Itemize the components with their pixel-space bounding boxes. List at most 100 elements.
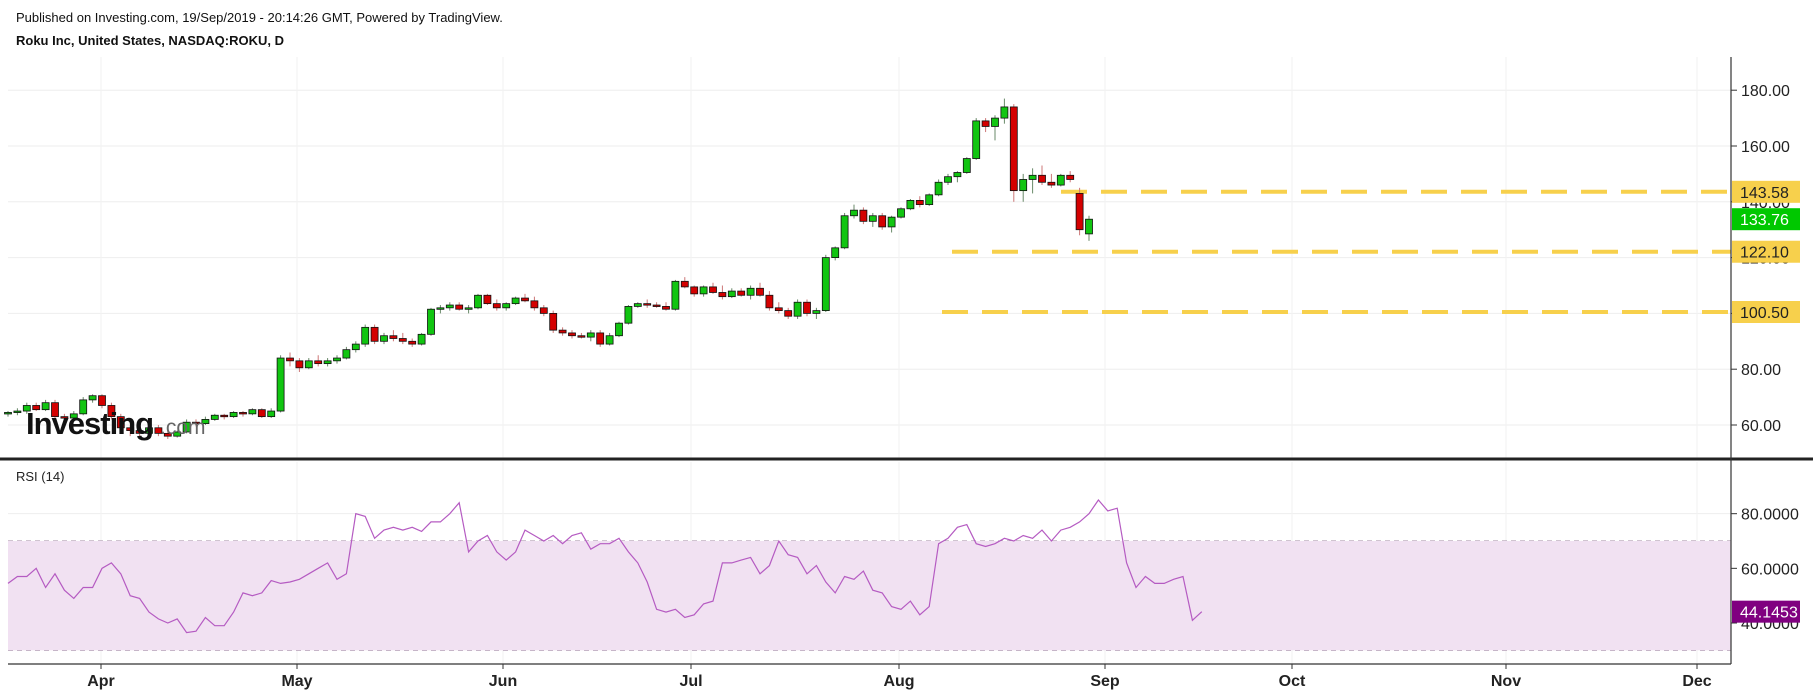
candle-body xyxy=(605,335,614,345)
candle xyxy=(417,332,426,346)
time-tick-label: Jun xyxy=(489,673,517,690)
candle xyxy=(398,332,407,345)
candle xyxy=(342,346,351,360)
candle-body xyxy=(1000,106,1009,119)
level-badge: 122.10 xyxy=(1732,240,1800,263)
time-tick-label: May xyxy=(281,673,312,690)
candle xyxy=(568,330,576,339)
candle xyxy=(652,302,661,308)
level-badge-box xyxy=(1732,301,1800,324)
candle xyxy=(1047,173,1056,188)
rsi-tick-label: 80.0000 xyxy=(1741,507,1799,524)
last-price-badge: 133.76 xyxy=(1732,208,1800,231)
time-tick-label: Oct xyxy=(1279,673,1306,690)
candle xyxy=(116,413,125,431)
candle xyxy=(220,413,229,420)
support-resistance-levels xyxy=(942,189,1731,315)
candle-body xyxy=(774,307,783,312)
time-tick-label: Apr xyxy=(87,673,115,690)
candle xyxy=(1028,168,1037,194)
candle xyxy=(79,397,88,416)
candle-body xyxy=(408,340,417,345)
candle-body xyxy=(671,280,680,310)
candle xyxy=(671,279,680,311)
candle xyxy=(267,408,276,419)
candle xyxy=(1066,171,1075,183)
candle-body xyxy=(210,414,219,420)
candle-body xyxy=(342,349,351,359)
candle-body xyxy=(511,297,520,305)
candle xyxy=(60,413,69,423)
candle xyxy=(746,285,755,300)
candle xyxy=(88,394,97,403)
candle-body xyxy=(558,329,567,334)
candle xyxy=(897,207,905,219)
candle-body xyxy=(257,409,266,418)
candle xyxy=(182,419,191,434)
candle-body xyxy=(361,326,370,345)
candle-body xyxy=(549,312,558,331)
candle xyxy=(304,358,313,370)
level-badge: 100.50 xyxy=(1732,301,1800,324)
candle-body xyxy=(126,427,135,431)
candle xyxy=(380,332,388,345)
candle-body xyxy=(276,357,285,412)
rsi-band xyxy=(8,541,1731,651)
investing-logo: Investing .com xyxy=(26,406,206,441)
candle-body xyxy=(1085,218,1093,235)
candle xyxy=(286,352,294,367)
candle xyxy=(756,282,764,297)
candle-body xyxy=(427,308,435,335)
candle xyxy=(558,327,567,336)
candle xyxy=(962,157,971,174)
candle xyxy=(427,307,435,336)
candle-body xyxy=(934,181,943,196)
candle xyxy=(887,215,896,233)
candle xyxy=(662,302,670,311)
time-axis: Apr May Jun Jul Aug Sep Oct Nov Dec xyxy=(87,664,1712,690)
candle xyxy=(765,291,774,311)
candle xyxy=(925,193,934,206)
candle-body xyxy=(746,287,755,296)
candle-body xyxy=(972,120,981,159)
candle xyxy=(643,299,652,308)
candle xyxy=(107,402,116,420)
candle-body xyxy=(699,286,708,295)
candle xyxy=(727,288,736,299)
candle-body xyxy=(145,427,153,434)
candle xyxy=(389,330,398,342)
candle xyxy=(577,332,586,339)
candle-body xyxy=(1075,193,1084,231)
candle xyxy=(239,411,247,417)
candle-body xyxy=(1038,174,1046,183)
candle-body xyxy=(737,290,746,296)
candle-body xyxy=(850,209,858,217)
price-tick-label: 60.00 xyxy=(1741,418,1781,435)
price-badges: 143.58 122.10 100.50 133.76 44.1453 xyxy=(1732,180,1800,623)
candle-body xyxy=(380,335,388,342)
level-badge-box xyxy=(1732,240,1800,263)
candle-body xyxy=(267,410,276,418)
candle-body xyxy=(906,200,915,210)
candle xyxy=(276,355,285,413)
price-tick-label: 80.00 xyxy=(1741,362,1781,379)
candle xyxy=(699,285,708,297)
candle xyxy=(624,305,633,325)
candle xyxy=(821,254,830,313)
candlestick-series xyxy=(4,98,1093,439)
candle-body xyxy=(803,301,811,314)
candle xyxy=(934,179,943,197)
candle-body xyxy=(1028,174,1037,180)
candle xyxy=(530,296,539,311)
candle-body xyxy=(79,399,88,415)
candle-body xyxy=(436,307,445,310)
candle-body xyxy=(154,427,163,434)
candle xyxy=(850,204,858,219)
candle xyxy=(163,430,172,439)
candle xyxy=(464,305,473,314)
candle xyxy=(915,196,924,208)
rsi-value-badge-box xyxy=(1732,600,1800,623)
candle xyxy=(1085,215,1093,241)
candle xyxy=(605,332,614,346)
